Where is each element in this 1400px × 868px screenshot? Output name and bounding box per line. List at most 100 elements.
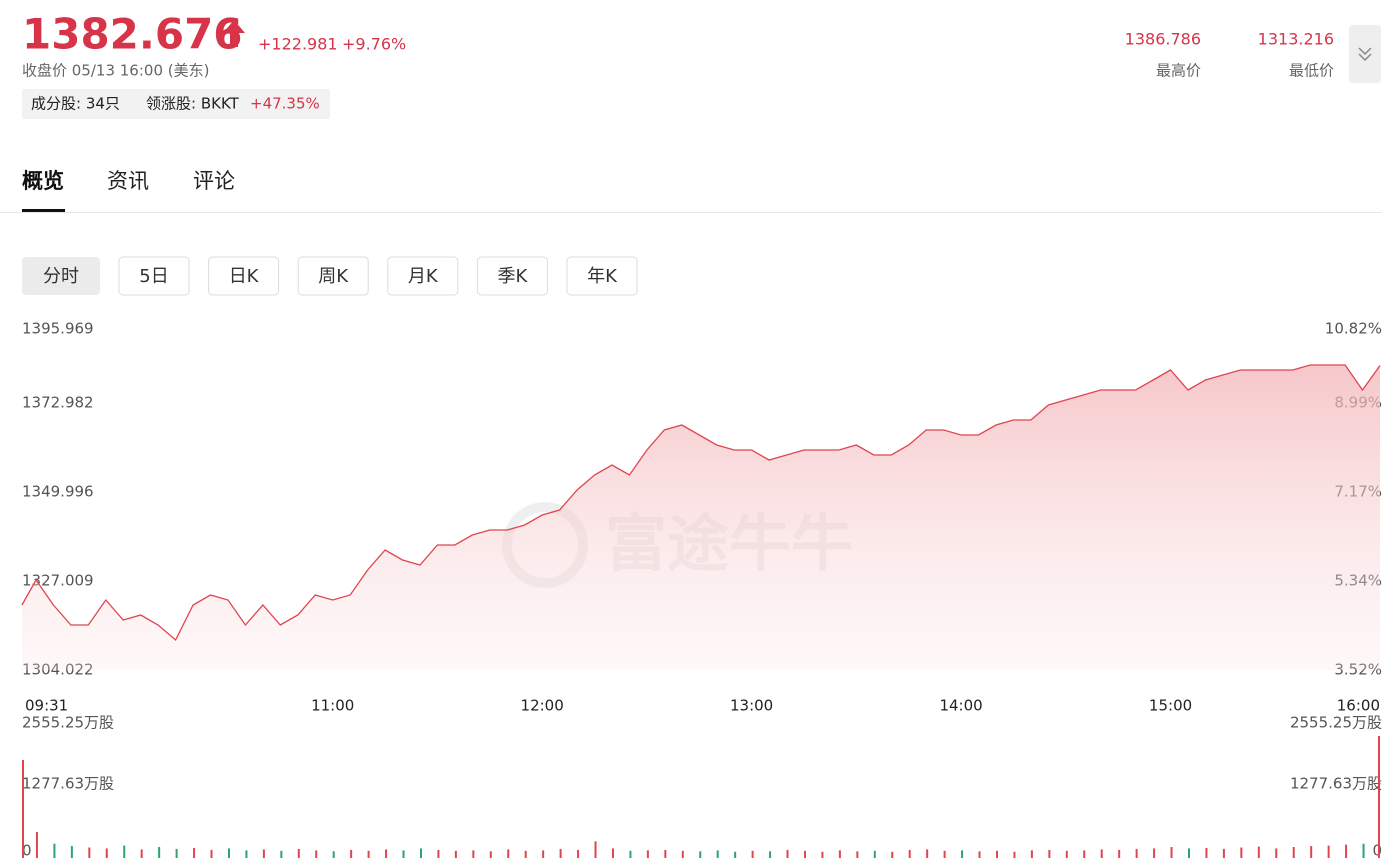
button-bg <box>476 256 548 296</box>
volume-bar <box>1170 847 1173 858</box>
button-label: 季K <box>497 266 528 287</box>
volume-bar <box>1205 847 1208 858</box>
chart: 富途牛牛1304.0221327.0091349.9961372.9821395… <box>21 320 1382 860</box>
volume-bar <box>1378 736 1380 858</box>
volume-bar <box>699 851 702 858</box>
volume-bar <box>22 760 24 858</box>
volume-bar <box>489 851 492 858</box>
volume-bar <box>908 849 911 858</box>
volume-bar <box>926 849 929 858</box>
volume-bar <box>367 850 370 858</box>
volume-bar <box>594 841 597 858</box>
y-tick-label: 1349.996 <box>22 482 94 500</box>
tab-underline <box>22 209 65 212</box>
high-value: 1386.786 <box>1125 30 1201 49</box>
volume-bar <box>769 851 772 858</box>
x-tick-label: 14:00 <box>939 697 982 715</box>
volume-bar <box>123 845 126 858</box>
button-bg <box>387 256 459 296</box>
volume-bar <box>629 850 632 858</box>
volume-bar <box>454 850 457 858</box>
period-button[interactable]: 分时 <box>22 257 100 295</box>
volume-bar <box>559 848 562 858</box>
tab[interactable]: 资讯 <box>107 169 149 193</box>
volume-tick-label: 1277.63万股 <box>1290 774 1382 792</box>
volume-bar <box>1048 849 1051 858</box>
volume-bar <box>524 850 527 858</box>
volume-bar <box>803 850 806 858</box>
volume-bar <box>1275 848 1278 858</box>
x-tick-label: 11:00 <box>311 697 354 715</box>
volume-bar <box>943 850 946 858</box>
price: 1382.676 <box>22 10 243 59</box>
volume-bar <box>611 848 614 858</box>
x-tick-label: 13:00 <box>730 697 773 715</box>
volume-bar <box>227 848 230 858</box>
volume-bar <box>1362 843 1365 858</box>
high-label: 最高价 <box>1156 62 1201 80</box>
y-tick-label: 1395.969 <box>22 320 94 338</box>
volume-bar <box>995 850 998 858</box>
volume-bar <box>210 849 213 858</box>
volume-bar <box>891 851 894 858</box>
price-change-pct: +9.76% <box>342 35 406 54</box>
tab-divider <box>0 212 1382 213</box>
volume-bar <box>193 847 196 858</box>
volume-bar <box>419 848 422 858</box>
button-label: 周K <box>318 266 349 287</box>
volume-bar <box>332 851 335 858</box>
price-change: +122.981 <box>258 35 338 54</box>
volume-bar <box>88 847 91 858</box>
volume-bar <box>664 849 667 858</box>
period-buttons: 分时 5日 日K 周K 月K 季K 年K <box>22 256 638 296</box>
period-button[interactable]: 日K <box>208 256 280 296</box>
period-button[interactable]: 5日 <box>118 256 190 296</box>
volume-bar <box>1222 848 1225 858</box>
button-bg <box>22 257 100 295</box>
volume-bar <box>1083 850 1086 858</box>
volume-tick-label: 2555.25万股 <box>1290 714 1382 732</box>
volume-bar <box>734 851 737 858</box>
volume-bar <box>105 848 108 858</box>
period-button[interactable]: 年K <box>566 256 638 296</box>
button-bg <box>297 256 369 296</box>
tab[interactable]: 概览 <box>22 169 64 193</box>
volume-bar <box>1030 850 1033 858</box>
period-button[interactable]: 周K <box>297 256 369 296</box>
volume-bar <box>70 846 73 858</box>
volume-bar <box>35 831 38 858</box>
price-area <box>22 365 1380 670</box>
period-button[interactable]: 季K <box>476 256 548 296</box>
expand-button[interactable] <box>1349 25 1381 83</box>
button-label: 日K <box>229 266 260 287</box>
volume-bar <box>245 850 248 858</box>
volume-bar <box>978 851 981 858</box>
tab[interactable]: 评论 <box>193 169 235 193</box>
volume-bar <box>280 850 283 858</box>
volume-bar <box>873 850 876 858</box>
volume-bar <box>175 848 178 858</box>
volume-bar <box>786 849 789 858</box>
button-label: 月K <box>408 266 439 287</box>
volume-bar <box>821 851 824 858</box>
volume-tick-label: 0 <box>1372 842 1382 860</box>
volume-bar <box>681 850 684 858</box>
period-button[interactable]: 月K <box>387 256 459 296</box>
volume-bar <box>1292 847 1295 858</box>
volume-bar <box>716 850 719 858</box>
info-box <box>22 89 330 119</box>
volume-bar <box>53 843 56 858</box>
button-label: 分时 <box>43 266 79 287</box>
constituents: 成分股: 34只 <box>31 95 120 113</box>
volume-bar <box>1135 848 1138 858</box>
x-tick-label: 12:00 <box>521 697 564 715</box>
volume-bar <box>1013 851 1016 858</box>
close-info: 收盘价 05/13 16:00 (美东) <box>22 62 209 80</box>
button-label: 5日 <box>139 266 168 287</box>
y-tick-label: 1372.982 <box>22 394 94 412</box>
up-arrow <box>223 20 245 47</box>
volume-bar <box>140 849 143 858</box>
volume-bar <box>297 848 300 858</box>
